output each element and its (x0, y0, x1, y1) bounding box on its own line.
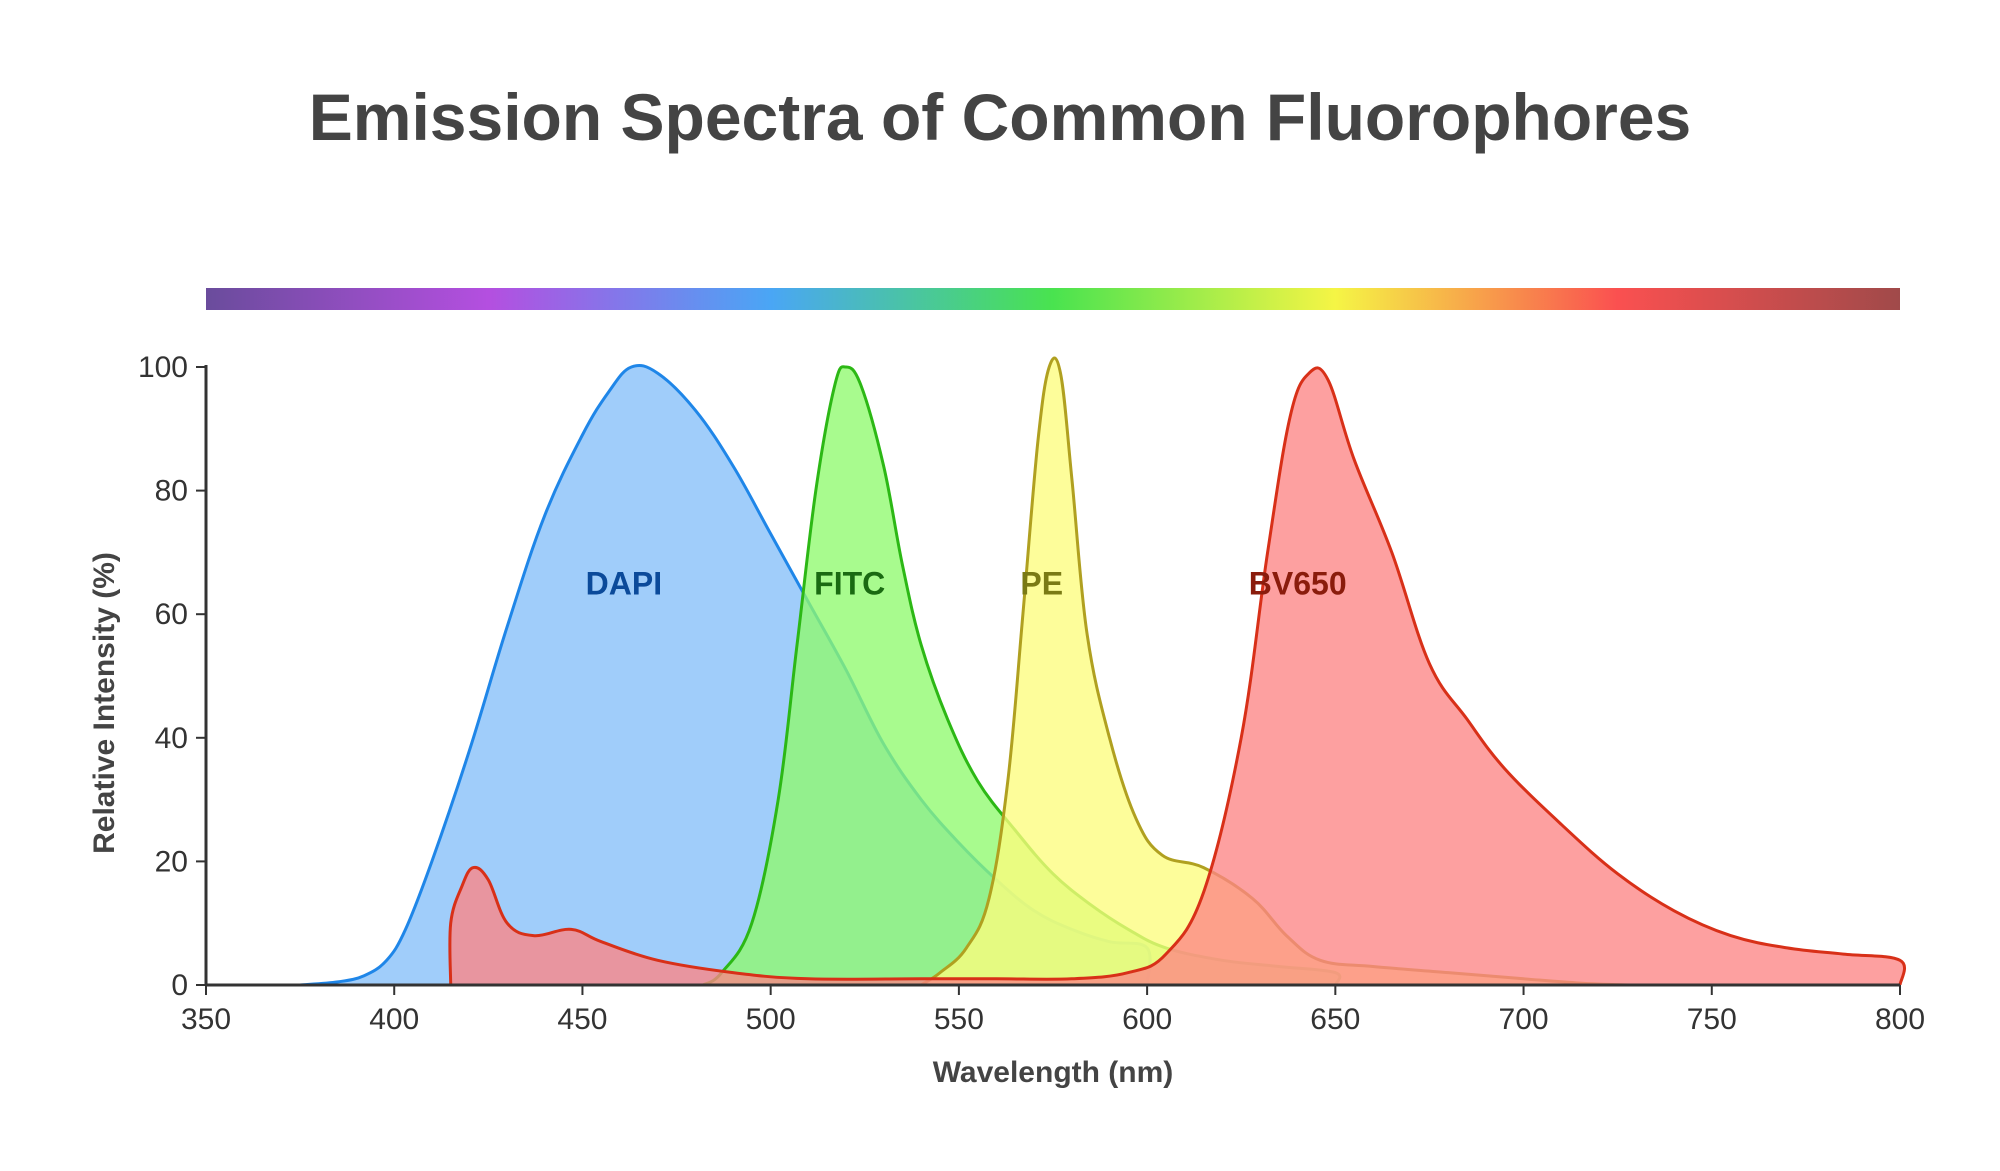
area-pe (921, 357, 1629, 985)
series-label-pe: PE (1020, 565, 1063, 601)
x-tick-label: 700 (1499, 1003, 1549, 1036)
line-bv650 (448, 366, 1906, 986)
x-tick-label: 650 (1310, 1003, 1360, 1036)
series-label-bv650: BV650 (1249, 565, 1347, 601)
x-axis-label: Wavelength (nm) (933, 1056, 1174, 1089)
y-tick-label: 0 (171, 969, 188, 1002)
y-axis-label: Relative Intensity (%) (88, 552, 121, 854)
y-tick-label: 60 (155, 598, 188, 631)
x-tick-label: 600 (1122, 1003, 1172, 1036)
area-bv650 (449, 367, 1905, 985)
series-label-fitc: FITC (814, 565, 885, 601)
x-tick-label: 350 (181, 1003, 231, 1036)
y-tick-label: 80 (155, 475, 188, 508)
x-tick-label: 450 (557, 1003, 607, 1036)
axes-layer: 350 400 450 500 550 600 650 700 750 800 0 20 40 60 80 1… (138, 351, 1925, 1036)
y-tick-label: 20 (155, 845, 188, 878)
area-fitc (702, 366, 1340, 985)
x-tick-label: 400 (369, 1003, 419, 1036)
series-label-dapi: DAPI (586, 565, 662, 601)
x-tick-label: 750 (1687, 1003, 1737, 1036)
x-tick-label: 500 (746, 1003, 796, 1036)
series-layer (299, 356, 1906, 987)
y-tick-label: 40 (155, 722, 188, 755)
x-tick-label: 800 (1875, 1003, 1925, 1036)
spectrum-color-bar (206, 288, 1900, 310)
x-tick-label: 550 (934, 1003, 984, 1036)
series-labels-layer: DAPI FITC PE BV650 (586, 565, 1347, 601)
chart-title: Emission Spectra of Common Fluorophores (309, 80, 1692, 154)
y-tick-label: 100 (138, 351, 188, 384)
